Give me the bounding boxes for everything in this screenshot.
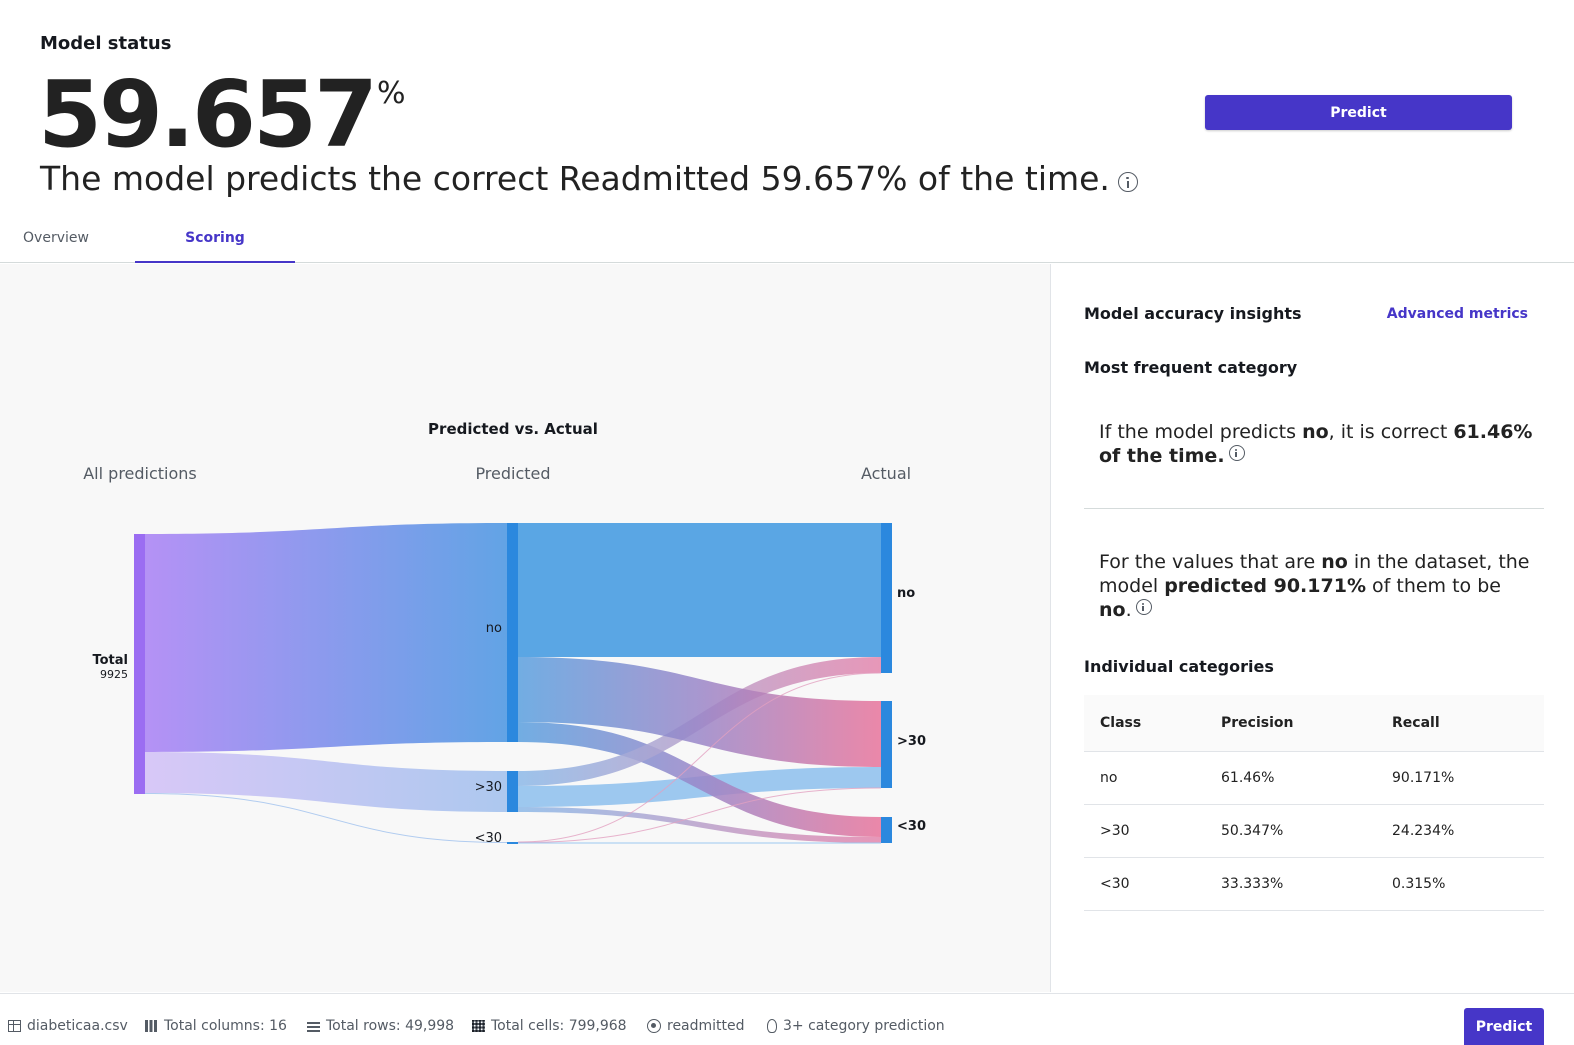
col-header-recall: Recall	[1392, 695, 1544, 752]
node-label-actual-gt30: >30	[897, 734, 926, 749]
insights-title: Model accuracy insights	[1084, 304, 1302, 323]
predict-button-footer[interactable]: Predict	[1464, 1008, 1544, 1045]
footer-cells: Total cells: 799,968	[472, 1018, 627, 1034]
categories-table: Class Precision Recall no 61.46% 90.171%…	[1084, 695, 1544, 911]
total-cells: Total cells: 799,968	[491, 1018, 627, 1034]
node-value-total: 9925	[100, 668, 128, 681]
table-icon	[8, 1020, 21, 1032]
stmt1-mid: , it is correct	[1328, 421, 1454, 443]
node-label-total: Total	[92, 653, 128, 668]
node-predicted-lt30[interactable]	[507, 842, 518, 844]
table-row: <30 33.333% 0.315%	[1084, 857, 1544, 911]
footer-columns: Total columns: 16	[145, 1018, 287, 1034]
chart-panel: Predicted vs. Actual All predictions Pre…	[0, 264, 1051, 992]
flow-total-to-no[interactable]	[145, 523, 507, 752]
sankey-chart: Predicted vs. Actual All predictions Pre…	[83, 420, 926, 846]
columns-icon	[145, 1020, 158, 1032]
col-header-precision: Precision	[1221, 695, 1392, 752]
insights-panel: Model accuracy insights Advanced metrics…	[1052, 264, 1574, 992]
stmt2-value: predicted 90.171%	[1164, 575, 1366, 597]
frequent-category-title: Most frequent category	[1084, 358, 1298, 377]
file-name: diabeticaa.csv	[27, 1018, 128, 1034]
cell-precision: 50.347%	[1221, 804, 1392, 858]
stmt2-category: no	[1321, 551, 1348, 573]
stmt2-post: of them to be	[1365, 575, 1501, 597]
node-label-predicted-no: no	[486, 621, 502, 636]
divider	[1084, 508, 1544, 509]
table-row: >30 50.347% 24.234%	[1084, 804, 1544, 858]
column-label-predicted: Predicted	[475, 464, 550, 483]
node-actual-gt30[interactable]	[881, 701, 892, 788]
stmt1-pre: If the model predicts	[1099, 421, 1303, 443]
column-label-all: All predictions	[83, 464, 197, 483]
accuracy-headline: The model predicts the correct Readmitte…	[40, 158, 1138, 200]
total-columns: Total columns: 16	[164, 1018, 287, 1034]
node-total[interactable]	[134, 534, 145, 794]
cells-icon	[472, 1020, 485, 1032]
accuracy-value: 59.657	[38, 61, 378, 168]
flow-lt30-to-no[interactable]	[517, 672, 882, 843]
cell-class: no	[1084, 751, 1221, 805]
node-actual-no[interactable]	[881, 523, 892, 673]
stmt1-category: no	[1302, 421, 1329, 443]
recall-statement: For the values that are no in the datase…	[1099, 550, 1539, 622]
lightbulb-icon	[767, 1019, 777, 1033]
tab-overview[interactable]: Overview	[23, 230, 89, 246]
flow-total-to-gt30[interactable]	[145, 752, 507, 812]
node-predicted-no[interactable]	[507, 523, 518, 742]
headline-text: The model predicts the correct Readmitte…	[40, 159, 1110, 198]
total-rows: Total rows: 49,998	[326, 1018, 455, 1034]
rows-icon	[307, 1020, 320, 1032]
advanced-metrics-link[interactable]: Advanced metrics	[1386, 306, 1528, 322]
flow-no-to-no[interactable]	[518, 523, 881, 657]
node-label-predicted-lt30: <30	[475, 831, 502, 846]
cell-recall: 24.234%	[1392, 804, 1544, 858]
stmt2-mid: in the dataset, the model	[1099, 551, 1530, 597]
model-status-label: Model status	[40, 33, 172, 54]
column-label-actual: Actual	[861, 464, 911, 483]
col-header-class: Class	[1084, 695, 1221, 752]
cell-class: >30	[1084, 804, 1221, 858]
predict-button[interactable]: Predict	[1205, 95, 1512, 130]
cell-precision: 33.333%	[1221, 857, 1392, 911]
cell-recall: 0.315%	[1392, 857, 1544, 911]
footer-target: readmitted	[647, 1018, 745, 1034]
status-footer: diabeticaa.csv Total columns: 16 Total r…	[0, 993, 1574, 1045]
footer-rows: Total rows: 49,998	[307, 1018, 454, 1034]
tab-bar: Overview Scoring	[0, 215, 1574, 263]
stmt1-value: 61.46% of the time.	[1099, 421, 1533, 467]
precision-statement: If the model predicts no, it is correct …	[1099, 420, 1539, 468]
flow-no-to-gt30[interactable]	[518, 657, 881, 767]
tab-scoring[interactable]: Scoring	[135, 215, 295, 263]
model-type: 3+ category prediction	[783, 1018, 945, 1034]
accuracy-display: 59.657 %	[38, 66, 406, 164]
chart-title: Predicted vs. Actual	[428, 420, 598, 438]
footer-file: diabeticaa.csv	[8, 1018, 128, 1034]
table-header-row: Class Precision Recall	[1084, 695, 1544, 752]
node-label-actual-lt30: <30	[897, 819, 926, 834]
flow-gt30-to-lt30[interactable]	[518, 807, 881, 843]
target-icon	[647, 1019, 661, 1033]
stmt2-category2: no	[1099, 599, 1126, 621]
flow-lt30-to-gt30[interactable]	[517, 787, 882, 843]
accuracy-unit: %	[377, 76, 406, 111]
stmt2-end: .	[1125, 599, 1132, 621]
cell-recall: 90.171%	[1392, 751, 1544, 805]
node-label-predicted-gt30: >30	[475, 780, 502, 795]
node-predicted-gt30[interactable]	[507, 771, 518, 812]
stmt2-pre: For the values that are	[1099, 551, 1322, 573]
footer-model-type: 3+ category prediction	[767, 1018, 945, 1034]
cell-precision: 61.46%	[1221, 751, 1392, 805]
table-row: no 61.46% 90.171%	[1084, 751, 1544, 805]
individual-categories-title: Individual categories	[1084, 657, 1274, 676]
target-column: readmitted	[667, 1018, 745, 1034]
node-label-actual-no: no	[897, 586, 915, 601]
info-icon[interactable]	[1228, 445, 1245, 461]
node-actual-lt30[interactable]	[881, 817, 892, 843]
model-status-header: Model status 59.657 % The model predicts…	[0, 0, 1574, 215]
info-icon[interactable]	[1135, 599, 1152, 615]
cell-class: <30	[1084, 857, 1221, 911]
info-icon[interactable]	[1117, 172, 1138, 192]
flow-no-to-lt30[interactable]	[518, 722, 881, 837]
